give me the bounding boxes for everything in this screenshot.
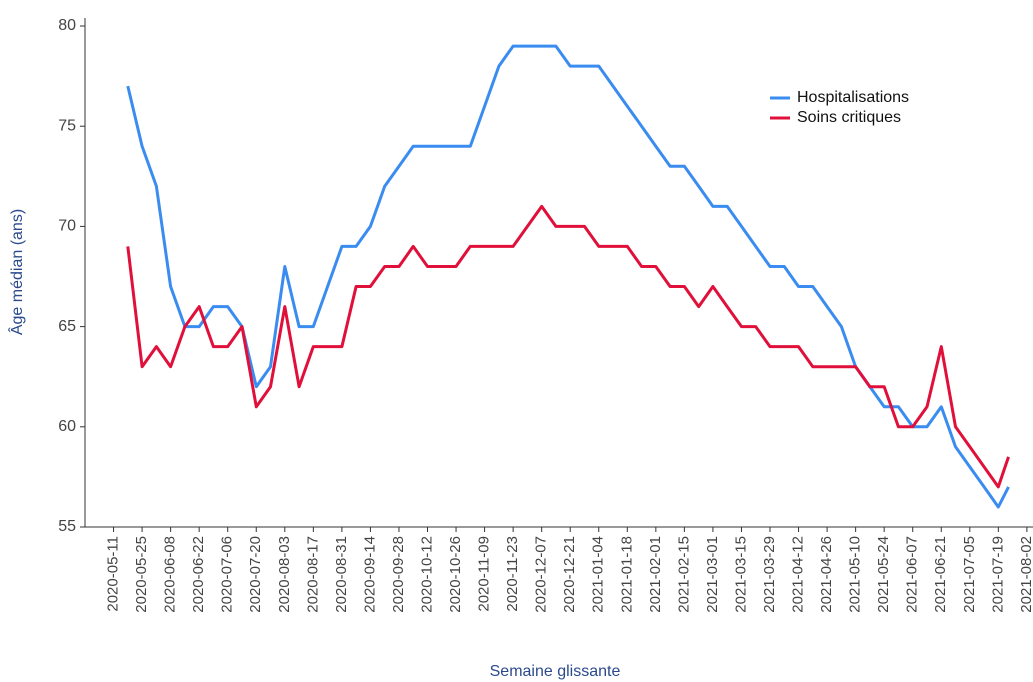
x-tick-label: 2021-06-07: [904, 536, 921, 613]
x-tick-label: 2021-04-12: [790, 536, 807, 613]
x-tick-label: 2021-05-24: [875, 536, 892, 613]
x-axis-label: Semaine glissante: [490, 663, 621, 680]
x-tick-label: 2021-03-15: [732, 536, 749, 613]
x-tick-label: 2020-05-11: [105, 536, 122, 612]
x-tick-label: 2020-07-20: [247, 536, 264, 613]
x-tick-label: 2020-06-08: [162, 536, 179, 613]
x-tick-label: 2020-07-06: [219, 536, 236, 613]
x-tick-label: 2020-09-28: [390, 536, 407, 613]
x-tick-label: 2020-08-31: [333, 536, 350, 613]
x-tick-label: 2021-05-10: [847, 536, 864, 613]
y-tick-label: 75: [58, 117, 76, 134]
x-tick-label: 2021-02-01: [647, 536, 664, 613]
y-tick-label: 65: [58, 318, 76, 335]
x-tick-label: 2020-12-21: [561, 536, 578, 613]
x-tick-label: 2021-04-26: [818, 536, 835, 613]
x-tick-label: 2020-10-12: [418, 536, 435, 613]
x-tick-label: 2021-01-18: [618, 536, 635, 613]
x-tick-label: 2020-08-17: [304, 536, 321, 613]
x-tick-label: 2021-03-01: [704, 536, 721, 613]
x-tick-label: 2020-06-22: [190, 536, 207, 613]
x-tick-label: 2021-07-05: [961, 536, 978, 613]
y-axis-label: Âge médian (ans): [7, 209, 26, 335]
legend-label: Soins critiques: [797, 109, 901, 126]
legend-label: Hospitalisations: [797, 89, 909, 106]
y-tick-label: 60: [58, 418, 76, 435]
y-tick-label: 70: [58, 218, 76, 235]
x-tick-label: 2020-08-03: [276, 536, 293, 613]
y-tick-label: 55: [58, 518, 76, 535]
x-tick-label: 2021-01-04: [590, 536, 607, 613]
x-tick-label: 2021-03-29: [761, 536, 778, 613]
x-tick-label: 2021-08-02: [1018, 536, 1033, 613]
x-tick-label: 2020-12-07: [533, 536, 550, 613]
x-tick-label: 2020-11-09: [476, 536, 493, 612]
x-tick-label: 2020-05-25: [133, 536, 150, 613]
x-tick-label: 2021-02-15: [675, 536, 692, 613]
x-tick-label: 2020-10-26: [447, 536, 464, 613]
x-tick-label: 2021-07-19: [989, 536, 1006, 613]
x-tick-label: 2020-11-23: [504, 536, 521, 612]
line-series: [126, 204, 1010, 489]
x-tick-label: 2021-06-21: [932, 536, 949, 613]
x-tick-label: 2020-09-14: [361, 536, 378, 613]
y-tick-label: 80: [58, 17, 76, 34]
